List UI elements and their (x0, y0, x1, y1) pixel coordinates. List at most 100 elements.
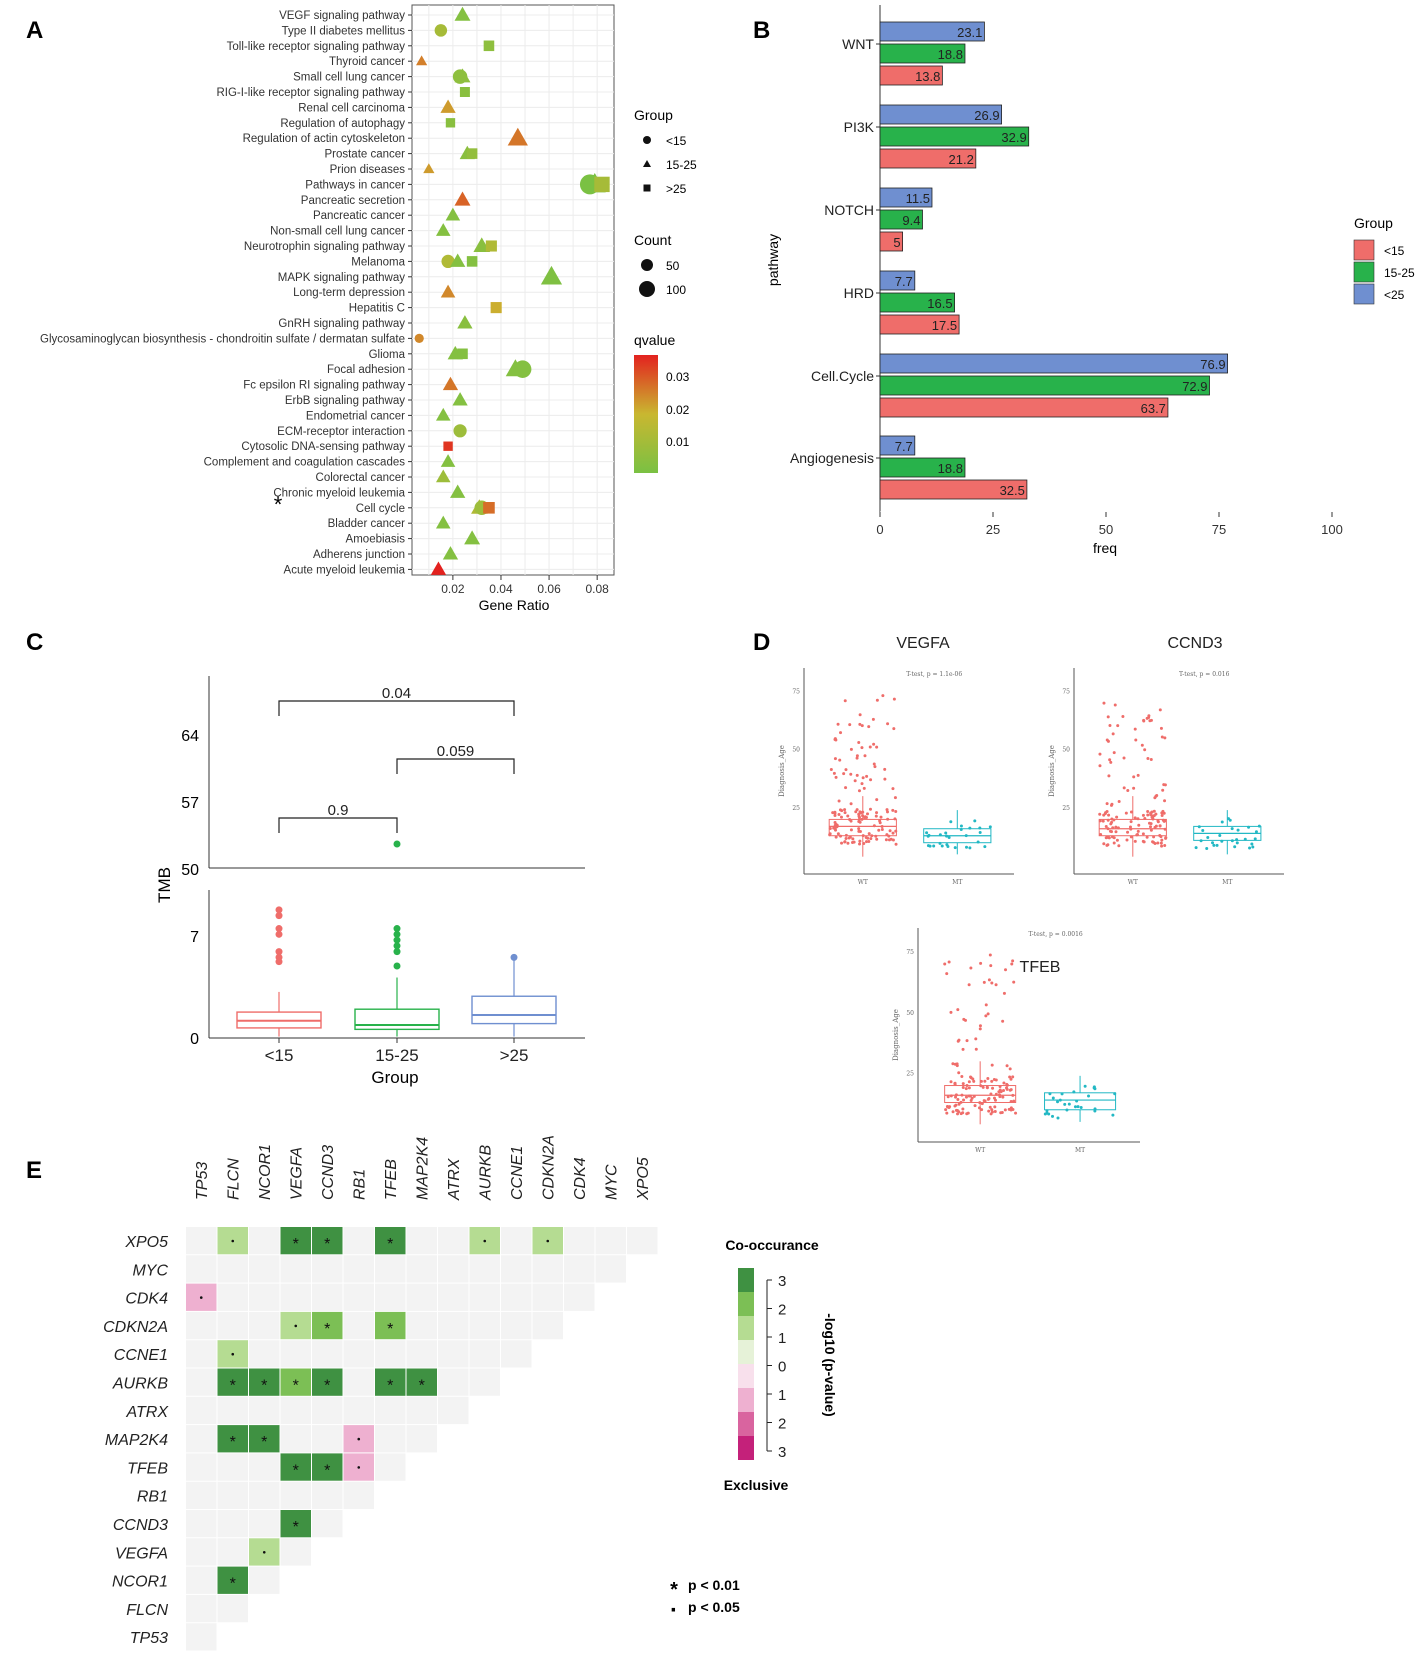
d-data-point (1106, 715, 1110, 719)
d-data-point (957, 1038, 961, 1042)
a-point-square (443, 441, 453, 451)
e-row-label: AURKB (112, 1376, 168, 1393)
d-data-point (1102, 701, 1106, 705)
e-heatmap-cell (438, 1311, 469, 1340)
a-y-tick-label: Bladder cancer (328, 518, 406, 530)
e-heatmap-cell (375, 1227, 406, 1255)
d-data-point (1076, 1105, 1080, 1109)
c-outlier-point (393, 936, 401, 944)
e-heatmap-cell (312, 1255, 343, 1283)
e-heatmap-cell (343, 1368, 374, 1396)
d-data-point (1122, 756, 1126, 760)
d-data-point (839, 731, 843, 735)
d-data-point (1163, 799, 1167, 803)
d-data-point (844, 768, 848, 772)
d-data-point (1010, 962, 1014, 966)
d-data-point (983, 845, 987, 849)
d-data-point (984, 1003, 988, 1007)
d-data-point (1235, 841, 1239, 845)
panel-label-b: B (753, 17, 770, 44)
d-data-point (1115, 838, 1119, 842)
d-data-point (1011, 959, 1015, 963)
e-heatmap-cell (343, 1481, 374, 1509)
a-point-triangle (435, 515, 451, 529)
d-data-point (953, 1081, 957, 1085)
e-cell-star: * (261, 1378, 267, 1395)
e-legend-color-step (738, 1268, 754, 1292)
e-heatmap-cell (595, 1227, 626, 1255)
e-row-label: MAP2K4 (105, 1432, 168, 1449)
d-data-point (836, 832, 840, 836)
a-point-triangle (450, 253, 466, 267)
a-point-triangle (507, 127, 528, 146)
d-data-point (951, 1062, 955, 1066)
d-data-point (860, 724, 864, 728)
e-legend-color-step (738, 1316, 754, 1340)
d-data-point (1212, 843, 1216, 847)
d-data-point (842, 772, 846, 776)
e-heatmap-cell (343, 1311, 374, 1340)
e-heatmap-cell (312, 1396, 343, 1425)
b-bar (879, 292, 955, 313)
e-heatmap-cell (469, 1311, 500, 1340)
a-y-tick-label: ECM-receptor interaction (277, 426, 405, 438)
d-data-point (1002, 991, 1006, 995)
d-data-point (1136, 829, 1140, 833)
e-heatmap-cell (501, 1340, 532, 1368)
d-y-title: Diagnosis_Age (1048, 745, 1056, 797)
d-data-point (869, 778, 873, 782)
panel-label-c: C (26, 629, 43, 656)
d-data-point (994, 983, 998, 987)
a-x-tick-label: 0.02 (441, 582, 465, 596)
e-legend-tick-label: 0 (778, 1359, 786, 1376)
d-data-point (1161, 809, 1165, 813)
d-data-point (858, 820, 862, 824)
e-row-label: FLCN (126, 1602, 168, 1619)
d-data-point (1000, 1111, 1004, 1115)
d-data-point (1111, 732, 1115, 736)
e-row-label: NCOR1 (112, 1574, 168, 1591)
b-bar (879, 231, 904, 252)
d-data-point (949, 820, 953, 824)
a-y-tick-label: Cytosolic DNA-sensing pathway (241, 441, 405, 453)
a-point-square (485, 240, 497, 252)
d-subplot: VEGFA T-test, p = 1.1e-06 75 50 25 Diagnosis_… (778, 635, 1014, 886)
d-data-point (1147, 821, 1151, 825)
d-data-point (944, 831, 948, 835)
a-point-triangle (445, 207, 461, 221)
d-data-point (989, 964, 993, 968)
e-legend-axis-title: -log10 (p-value) (822, 1313, 838, 1416)
e-cell-dot (262, 1551, 266, 1554)
d-data-point (1012, 980, 1016, 984)
e-legend-top-label: Co-occurance (725, 1237, 819, 1253)
d-data-point (875, 698, 879, 702)
e-heatmap-cell (406, 1340, 437, 1368)
d-data-point (891, 808, 895, 812)
d-data-point (843, 808, 847, 812)
a-y-tick-label: Pancreatic secretion (301, 195, 405, 207)
a-point-square (483, 502, 495, 514)
d-data-point (891, 787, 895, 791)
b-bar-value-label: 23.1 (957, 25, 982, 40)
d-data-point (967, 983, 971, 987)
a-y-tick-label: Melanoma (351, 256, 405, 268)
panel-b-barplot: WNT 23.1 18.8 13.8 PI3K 26.932.9 21.2 NOTCH 11.5… (765, 5, 1415, 556)
d-data-point (988, 953, 992, 957)
d-data-point (1129, 810, 1133, 814)
a-point-square (457, 348, 468, 360)
e-cell-star: * (230, 1434, 236, 1451)
a-point-triangle (452, 392, 468, 406)
c-y-title: TMB (155, 867, 174, 903)
a-legend-q-tick-3: 0.01 (666, 435, 690, 449)
d-data-point (875, 798, 879, 802)
d-data-point (1149, 758, 1153, 762)
c-box (471, 995, 557, 1025)
d-data-point (945, 972, 949, 976)
b-x-tick-label: 25 (986, 522, 1000, 537)
e-heatmap-cell (343, 1340, 374, 1368)
d-data-point (877, 828, 881, 832)
d-data-point (1218, 833, 1222, 837)
panel-c-boxplot: 64 57 50 7 0 <15 15-25 >25 0.04 0.059 0.9 Gr… (155, 676, 585, 1087)
d-data-point (1134, 738, 1138, 742)
d-data-point (1126, 788, 1130, 792)
